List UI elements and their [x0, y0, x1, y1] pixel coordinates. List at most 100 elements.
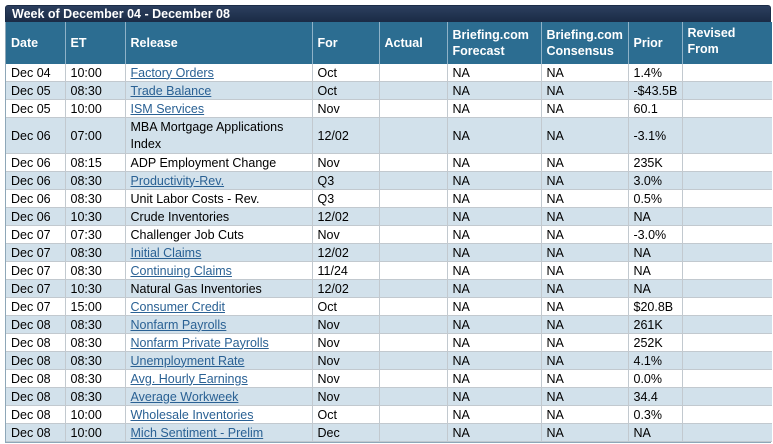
cell-forecast: NA [447, 279, 542, 298]
release-link[interactable]: Factory Orders [130, 65, 214, 80]
cell-et: 08:30 [65, 243, 126, 262]
cell-actual [379, 64, 448, 82]
release-label: Crude Inventories [130, 209, 230, 224]
cell-date: Dec 07 [6, 243, 66, 262]
table-row: Dec 06 08:15 ADP Employment Change Nov NA NA 2… [6, 153, 772, 172]
cell-date: Dec 06 [6, 171, 66, 190]
header-prior: Prior [628, 22, 683, 64]
cell-actual [379, 117, 448, 154]
release-link[interactable]: Wholesale Inventories [130, 407, 254, 422]
cell-for: Oct [312, 297, 380, 316]
cell-consensus: NA [541, 315, 629, 334]
release-link[interactable]: Productivity-Rev. [130, 173, 225, 188]
cell-actual [379, 99, 448, 118]
cell-consensus: NA [541, 261, 629, 280]
cell-prior: -3.1% [628, 117, 683, 154]
cell-for: Oct [312, 64, 380, 82]
cell-consensus: NA [541, 369, 629, 388]
cell-prior: 261K [628, 315, 683, 334]
cell-et: 10:30 [65, 207, 126, 226]
cell-for: 12/02 [312, 243, 380, 262]
cell-et: 07:00 [65, 117, 126, 154]
cell-release: Unemployment Rate [125, 351, 313, 370]
cell-for: Q3 [312, 171, 380, 190]
cell-revised [682, 261, 772, 280]
table-row: Dec 06 10:30 Crude Inventories 12/02 NA NA NA [6, 207, 772, 226]
release-link[interactable]: Average Workweek [130, 389, 239, 404]
cell-forecast: NA [447, 81, 542, 100]
cell-revised [682, 225, 772, 244]
cell-date: Dec 04 [6, 64, 66, 82]
cell-et: 08:30 [65, 171, 126, 190]
calendar-table-box: Date ET Release For Actual Briefing.com … [5, 22, 772, 443]
cell-prior: NA [628, 243, 683, 262]
table-row: Dec 05 10:00 ISM Services Nov NA NA 60.1 [6, 99, 772, 118]
header-date: Date [6, 22, 66, 64]
table-row: Dec 08 10:00 Mich Sentiment - Prelim Dec NA N… [6, 423, 772, 442]
table-row: Dec 07 08:30 Continuing Claims 11/24 NA NA NA [6, 261, 772, 280]
cell-revised [682, 405, 772, 424]
cell-actual [379, 81, 448, 100]
calendar-table: Date ET Release For Actual Briefing.com … [6, 22, 772, 442]
cell-consensus: NA [541, 207, 629, 226]
cell-actual [379, 243, 448, 262]
cell-et: 10:30 [65, 279, 126, 298]
cell-revised [682, 315, 772, 334]
cell-consensus: NA [541, 351, 629, 370]
cell-forecast: NA [447, 243, 542, 262]
cell-forecast: NA [447, 261, 542, 280]
cell-consensus: NA [541, 81, 629, 100]
release-link[interactable]: Mich Sentiment - Prelim [130, 425, 264, 440]
cell-et: 10:00 [65, 99, 126, 118]
cell-date: Dec 06 [6, 189, 66, 208]
cell-forecast: NA [447, 315, 542, 334]
cell-date: Dec 07 [6, 225, 66, 244]
cell-consensus: NA [541, 405, 629, 424]
release-link[interactable]: ISM Services [130, 101, 205, 116]
cell-release: Nonfarm Payrolls [125, 315, 313, 334]
cell-release: Average Workweek [125, 387, 313, 406]
cell-et: 08:30 [65, 351, 126, 370]
release-link[interactable]: Continuing Claims [130, 263, 232, 278]
release-link[interactable]: Unemployment Rate [130, 353, 245, 368]
release-link[interactable]: Nonfarm Payrolls [130, 317, 227, 332]
cell-et: 08:30 [65, 315, 126, 334]
cell-revised [682, 117, 772, 154]
cell-consensus: NA [541, 64, 629, 82]
cell-revised [682, 243, 772, 262]
cell-release: Consumer Credit [125, 297, 313, 316]
cell-prior: NA [628, 207, 683, 226]
cell-actual [379, 297, 448, 316]
cell-revised [682, 153, 772, 172]
cell-revised [682, 369, 772, 388]
release-link[interactable]: Nonfarm Private Payrolls [130, 335, 269, 350]
cell-for: Dec [312, 423, 380, 442]
cell-release: Crude Inventories [125, 207, 313, 226]
cell-et: 10:00 [65, 405, 126, 424]
cell-et: 08:15 [65, 153, 126, 172]
cell-consensus: NA [541, 117, 629, 154]
cell-revised [682, 333, 772, 352]
release-link[interactable]: Initial Claims [130, 245, 202, 260]
table-row: Dec 05 08:30 Trade Balance Oct NA NA -$43.5B [6, 81, 772, 100]
cell-et: 08:30 [65, 261, 126, 280]
cell-actual [379, 387, 448, 406]
release-label: Natural Gas Inventories [130, 281, 262, 296]
table-row: Dec 08 08:30 Nonfarm Payrolls Nov NA NA 261K [6, 315, 772, 334]
cell-consensus: NA [541, 225, 629, 244]
cell-forecast: NA [447, 405, 542, 424]
release-link[interactable]: Trade Balance [130, 83, 212, 98]
cell-et: 10:00 [65, 423, 126, 442]
release-link[interactable]: Consumer Credit [130, 299, 225, 314]
cell-consensus: NA [541, 279, 629, 298]
cell-date: Dec 08 [6, 369, 66, 388]
cell-prior: 252K [628, 333, 683, 352]
release-link[interactable]: Avg. Hourly Earnings [130, 371, 248, 386]
cell-for: Nov [312, 387, 380, 406]
cell-release: Wholesale Inventories [125, 405, 313, 424]
cell-for: Oct [312, 405, 380, 424]
cell-revised [682, 207, 772, 226]
cell-release: MBA Mortgage Applications Index [125, 117, 313, 154]
release-label: Challenger Job Cuts [130, 227, 244, 242]
cell-consensus: NA [541, 423, 629, 442]
